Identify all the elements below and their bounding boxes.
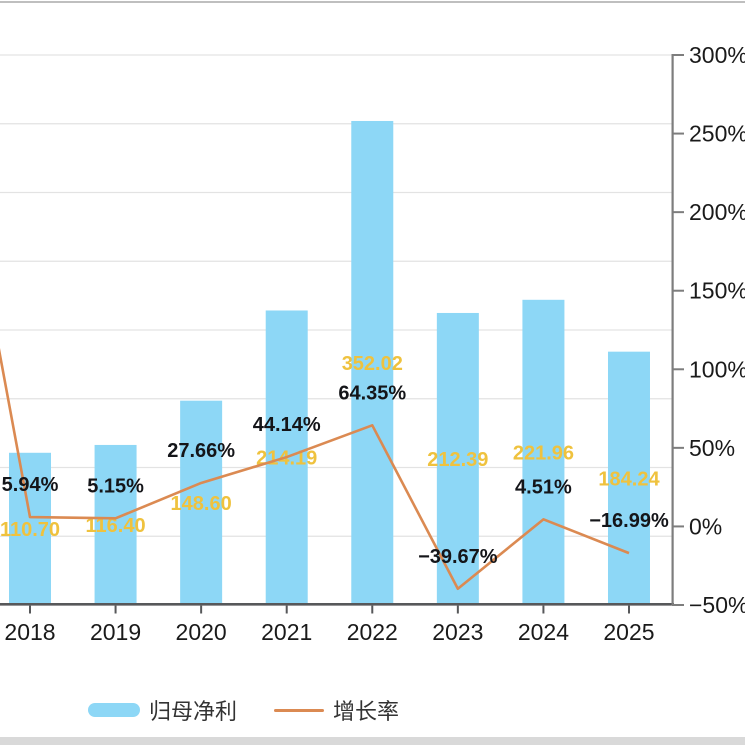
right-axis-tick-label: 150% (689, 278, 745, 304)
growth-rate-label: 27.66% (167, 440, 235, 462)
top-divider (0, 1, 745, 3)
bar-value-label: 352.02 (342, 353, 403, 375)
x-axis-label-2020: 2020 (176, 619, 227, 645)
growth-rate-label: 44.14% (253, 414, 321, 436)
x-axis-label-2021: 2021 (261, 619, 312, 645)
chart-legend: 归母净利 增长率 (88, 694, 399, 726)
bar-value-label: 110.70 (0, 519, 60, 541)
bar-value-label: 184.24 (598, 468, 660, 490)
growth-rate-label: 4.51% (515, 476, 572, 498)
growth-rate-label: 64.35% (338, 382, 406, 404)
right-axis-tick-label: 250% (689, 121, 745, 147)
bar-value-label: 221.96 (513, 442, 574, 464)
bar-value-label: 116.40 (86, 515, 146, 537)
bar-2023 (436, 312, 479, 605)
bar-value-label: 214.19 (256, 448, 317, 470)
right-axis-tick-label: 300% (689, 42, 745, 68)
right-axis-tick-label: −50% (689, 592, 745, 618)
bar-2018 (9, 452, 51, 605)
growth-rate-line (0, 347, 630, 591)
bar-value-label: 148.60 (171, 493, 232, 515)
right-axis-tick-label: 200% (689, 199, 745, 225)
bar-2025 (607, 351, 650, 605)
right-axis-tick-label: 0% (689, 513, 722, 539)
growth-rate-label: −16.99% (589, 510, 669, 532)
x-axis-label-2025: 2025 (603, 619, 654, 645)
growth-rate-label: 5.94% (2, 474, 59, 496)
growth-rate-label: 5.15% (87, 475, 144, 497)
bar-2024 (522, 299, 565, 605)
bar-2019 (94, 444, 137, 605)
legend-label-growth-rate: 增长率 (333, 699, 400, 724)
bottom-section-edge (0, 737, 745, 745)
x-axis-label-2022: 2022 (347, 619, 398, 645)
legend-item-net-profit[interactable]: 归母净利 (88, 694, 237, 726)
x-axis-label-2019: 2019 (90, 619, 141, 645)
right-axis-tick-label: 50% (689, 435, 735, 461)
bar-series-swatch (88, 703, 140, 717)
bar-value-label: 212.39 (427, 449, 488, 471)
line-series-marker (274, 708, 325, 712)
x-axis-label-2018: 2018 (4, 619, 55, 645)
right-axis-tick-label: 100% (689, 356, 745, 382)
bar-2022 (351, 120, 394, 605)
x-axis-label-2023: 2023 (432, 619, 483, 645)
legend-label-net-profit: 归母净利 (149, 699, 238, 724)
x-axis-label-2024: 2024 (518, 619, 569, 645)
growth-rate-label: −39.67% (418, 546, 498, 568)
legend-item-growth-rate[interactable]: 增长率 (274, 694, 399, 726)
bar-2020 (180, 400, 223, 605)
